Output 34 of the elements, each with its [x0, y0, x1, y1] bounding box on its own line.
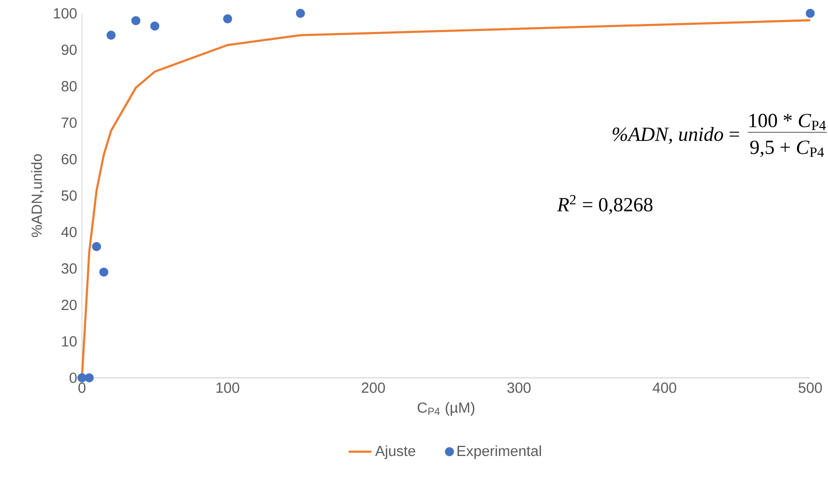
point [806, 8, 815, 18]
x-tick-label: 100 [216, 382, 240, 394]
annotation: 9,5 + C$_{P4}$ [750, 140, 824, 158]
point [92, 242, 102, 252]
y-tick-label: 40 [61, 226, 77, 238]
x-tick-label: 0 [78, 382, 86, 394]
y-tick-label: 10 [62, 336, 77, 347]
y-tick-label: 70 [62, 118, 77, 128]
y-tick-label: 80 [62, 81, 77, 92]
y-tick-label: 90 [62, 44, 77, 56]
y-axis-title: %ADN,unido [31, 154, 44, 238]
point [150, 22, 160, 31]
y-tick-label: 50 [62, 190, 77, 201]
y-tick-label: 60 [62, 154, 77, 164]
legend-label: Experimental [458, 445, 541, 460]
point [131, 16, 140, 26]
x-tick-label: 200 [362, 382, 385, 394]
y-tick-label: 20 [62, 300, 77, 310]
annotation: R$^{2}$ = 0,8268 [557, 195, 652, 214]
annotation: %ADN, unido = [612, 127, 739, 144]
y-tick-label: 30 [62, 263, 77, 274]
x-axis-title: C$_{P4}$ (µM) [418, 402, 474, 416]
legend-label: Ajuste [375, 445, 416, 460]
point [296, 8, 305, 18]
point [99, 268, 108, 277]
x-tick-label: 500 [798, 382, 822, 394]
x-tick-label: 400 [652, 382, 676, 394]
x-tick-label: 300 [507, 382, 531, 394]
annotation: 100 *C$_{P4}$ [750, 114, 826, 130]
y-tick-label: 0 [70, 372, 77, 384]
point [106, 30, 116, 40]
point [223, 14, 232, 24]
y-tick-label: 100 [54, 8, 77, 19]
point [84, 373, 94, 382]
